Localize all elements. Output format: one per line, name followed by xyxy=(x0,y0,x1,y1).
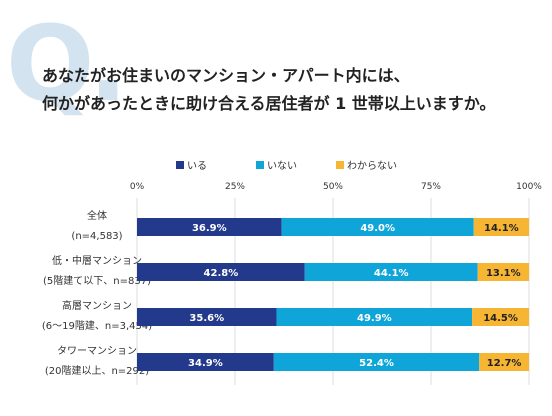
bar-segment-1 xyxy=(273,353,480,371)
bar-segment-0 xyxy=(137,353,274,371)
category-sublabel: (6〜19階建、n=3,454) xyxy=(42,319,152,332)
bar-segment-0 xyxy=(137,263,305,281)
bar-value-label: 14.1% xyxy=(484,223,519,234)
bar-segment-2 xyxy=(479,353,529,371)
bar-value-label: 14.5% xyxy=(483,313,518,324)
category-label: 全体 xyxy=(87,209,107,222)
category-label: 低・中層マンション xyxy=(52,254,142,267)
bar-segment-2 xyxy=(477,263,529,281)
x-tick-label: 25% xyxy=(225,182,245,192)
question-line-2: 何かがあったときに助け合える居住者が 1 世帯以上いますか。 xyxy=(42,94,496,113)
legend-label-1: いない xyxy=(267,160,297,172)
q-mark: Q. xyxy=(6,3,128,125)
x-tick-label: 50% xyxy=(323,182,343,192)
category-sublabel: (20階建以上、n=292) xyxy=(45,364,149,377)
x-tick-label: 0% xyxy=(130,182,145,192)
bar-segment-2 xyxy=(472,308,529,326)
bar-value-label: 42.8% xyxy=(204,268,239,279)
bar-value-label: 49.9% xyxy=(357,313,392,324)
legend-label-2: わからない xyxy=(347,160,397,172)
x-tick-label: 100% xyxy=(516,182,542,192)
bar-value-label: 12.7% xyxy=(487,358,522,369)
bar-value-label: 36.9% xyxy=(192,223,227,234)
legend-swatch-2 xyxy=(336,161,344,169)
bar-value-label: 13.1% xyxy=(486,268,521,279)
bar-value-label: 44.1% xyxy=(374,268,409,279)
bar-segment-1 xyxy=(304,263,478,281)
bar-value-label: 49.0% xyxy=(360,223,395,234)
category-label: 高層マンション xyxy=(62,299,132,312)
bar-value-label: 52.4% xyxy=(359,358,394,369)
question-text: あなたがお住まいのマンション・アパート内には、 何かがあったときに助け合える居住… xyxy=(42,62,542,118)
category-label: タワーマンション xyxy=(57,345,137,357)
category-sublabel: (5階建て以下、n=837) xyxy=(43,274,151,287)
legend-label-0: いる xyxy=(187,160,207,172)
bar-segment-0 xyxy=(137,218,282,236)
x-tick-label: 75% xyxy=(421,182,441,192)
bar-segment-0 xyxy=(137,308,277,326)
bar-segment-2 xyxy=(473,218,529,236)
category-sublabel: (n=4,583) xyxy=(71,231,122,242)
bar-segment-1 xyxy=(276,308,473,326)
question-line-1: あなたがお住まいのマンション・アパート内には、 xyxy=(42,66,410,85)
bar-value-label: 35.6% xyxy=(189,313,224,324)
bar-value-label: 34.9% xyxy=(188,358,223,369)
legend-swatch-0 xyxy=(176,161,184,169)
legend-swatch-1 xyxy=(256,161,264,169)
bar-segment-1 xyxy=(281,218,474,236)
